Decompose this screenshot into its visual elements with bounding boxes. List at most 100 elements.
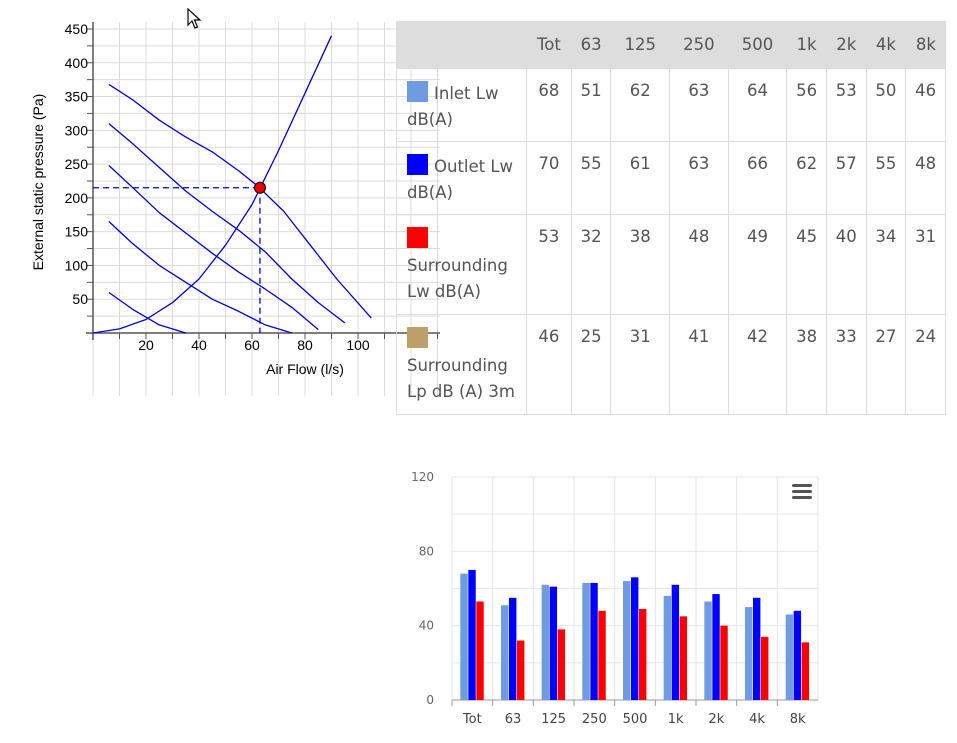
bar-x-tick-label: 500 [623,712,648,727]
fan-x-tick-label: 40 [191,337,207,353]
series-color-swatch [407,227,428,248]
table-cell: 46 [526,314,572,415]
table-header-cell: 63 [570,21,611,69]
table-cell: 27 [865,314,907,415]
table-header-cell: 1k [786,21,827,69]
table-cell: 33 [825,314,867,415]
table-cell: 31 [905,214,946,315]
table-row: Surrounding Lw dB(A) 53 32 38 48 49 45 4… [396,214,946,315]
table-cell: 46 [905,68,946,142]
bar-x-tick-label: 8k [790,712,806,727]
table-header-row: Tot 63 125 250 500 1k 2k 4k 8k [396,21,946,69]
fan-curves [92,35,372,334]
table-cell: 25 [570,314,612,415]
table-header-cell: Tot [526,21,572,69]
bar-x-tick-label: 125 [541,712,566,727]
bar-x-tick-label: 2k [708,712,724,727]
bar-y-tick-label: 40 [419,619,434,633]
bar [509,597,517,700]
table-cell: 56 [786,68,827,142]
bar [785,614,794,700]
row-label-cell: Surrounding Lw dB(A) [396,214,527,315]
bar-x-tick-label: Tot [462,712,482,727]
bar-chart-bars [460,569,810,700]
bar-x-tick-label: 1k [668,712,684,727]
table-cell: 68 [526,68,572,142]
table-header-cell [396,21,527,69]
fan-y-tick-label: 250 [65,156,89,172]
row-label-cell: Surrounding Lp dB (A) 3m [396,314,527,415]
system-curve-line [92,35,333,334]
table-row: Outlet Lw dB(A) 70 55 61 63 66 62 57 55 … [396,141,946,215]
fan-curve-chart: 20 40 60 80 100 50 100 150 200 250 300 350 400 450 A… [30,21,440,396]
bar [753,597,761,700]
fan-x-tick-label: 80 [297,337,313,353]
operating-point-marker [253,181,266,194]
bar-x-tick-label: 4k [749,712,765,727]
row-label: Inlet Lw dB(A) [407,84,499,129]
table-cell: 53 [825,68,867,142]
table-cell: 62 [610,68,671,142]
bar [623,581,631,700]
bar-x-tick-label: 250 [582,712,607,727]
table-header-cell: 125 [610,21,670,69]
table-cell: 51 [570,68,612,142]
sound-bar-chart: 0 40 80 120 Tot 63 125 250 500 1k 2k 4k 8k [411,470,819,727]
table-cell: 49 [727,214,788,315]
fan-curve-line [108,221,292,334]
bar-y-tick-label: 0 [426,693,434,707]
fan-y-axis-label: External static pressure (Pa) [30,94,46,271]
table-cell: 38 [786,314,827,415]
bar [557,629,566,700]
fan-x-axis-label: Air Flow (l/s) [266,361,344,377]
fan-curve-line [108,291,186,334]
table-row: Inlet Lw dB(A) 68 51 62 63 64 56 53 50 4… [396,68,946,142]
fan-curve-line [108,165,319,331]
table-cell: 63 [669,68,729,142]
bar [598,610,606,700]
fan-y-tick-label: 100 [65,257,89,273]
hamburger-menu-icon[interactable] [792,484,812,499]
bar [639,608,647,700]
fan-y-tick-label: 150 [65,224,89,240]
fan-x-tick-label: 20 [138,337,154,353]
table-row: Surrounding Lp dB (A) 3m 46 25 31 41 42 … [396,314,946,415]
table-header-cell: 4k [865,21,906,69]
table-cell: 48 [905,141,946,215]
bar [801,642,810,700]
table-cell: 55 [865,141,907,215]
bar [671,584,680,700]
bar [704,601,712,700]
fan-y-tick-label: 50 [72,291,88,307]
bar [590,582,598,700]
bar [517,640,525,700]
bar [720,625,728,700]
fan-chart-axes [86,22,440,340]
bar [468,569,476,700]
row-label: Outlet Lw dB(A) [407,157,514,202]
mouse-pointer-icon [187,8,202,29]
table-header-cell: 8k [905,21,946,69]
table-cell: 45 [786,214,827,315]
fan-y-tick-label: 200 [65,190,89,206]
fan-curve-line [108,83,372,319]
table-header-cell: 500 [727,21,787,69]
table-cell: 62 [786,141,827,215]
table-cell: 38 [610,214,671,315]
fan-curve-line [108,123,346,324]
row-label: Surrounding Lp dB (A) 3m [407,356,515,401]
bar-y-tick-label: 120 [411,470,434,484]
fan-x-tick-label: 60 [244,337,260,353]
table-cell: 63 [669,141,729,215]
table-cell: 24 [905,314,946,415]
bar [712,594,720,700]
fan-x-tick-label: 100 [346,337,370,353]
table-cell: 34 [865,214,907,315]
table-cell: 66 [727,141,788,215]
table-cell: 32 [570,214,612,315]
bar [761,636,769,700]
table-header-cell: 2k [825,21,867,69]
table-cell: 31 [610,314,671,415]
bar [549,586,558,700]
bar [745,607,753,700]
